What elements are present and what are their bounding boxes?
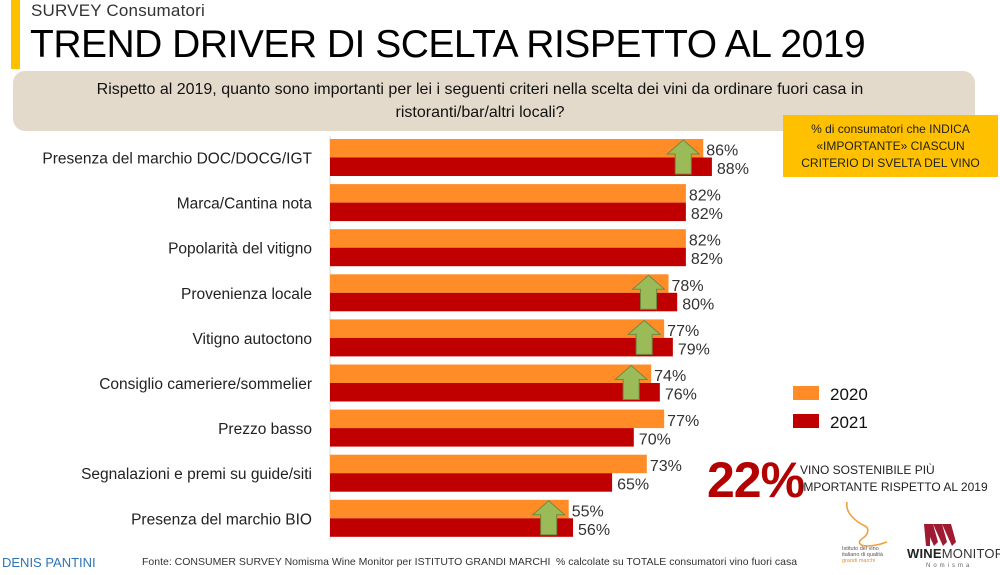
category-label: Vitigno autoctono — [192, 331, 312, 348]
value-label-2021: 80% — [682, 296, 714, 313]
winemonitor-subtitle: Nomisma — [926, 563, 973, 569]
category-label: Segnalazioni e premi su guide/siti — [81, 466, 312, 483]
increase-arrow-icon — [531, 500, 567, 536]
accent-bar — [11, 0, 20, 69]
bar-2020 — [330, 364, 652, 383]
highlight-line-1: VINO SOSTENIBILE PIÙ — [800, 463, 935, 477]
bar-2020 — [330, 274, 669, 293]
legend-label-2021: 2021 — [830, 413, 868, 432]
category-label: Presenza del marchio DOC/DOCG/IGT — [42, 151, 312, 168]
note-text: % di consumatori che INDICA «IMPORTANTE»… — [783, 121, 998, 172]
igm-logo-line-3: grandi marchi — [842, 558, 876, 564]
increase-arrow-icon — [613, 364, 649, 400]
value-label-2020: 86% — [706, 143, 738, 160]
bar-2020 — [330, 319, 665, 338]
bar-2021 — [330, 473, 613, 492]
category-label: Presenza del marchio BIO — [131, 511, 312, 528]
value-label-2020: 55% — [572, 503, 604, 520]
value-label-2021: 79% — [678, 341, 710, 358]
note-line-2: «IMPORTANTE» CIASCUN — [816, 139, 965, 153]
winemonitor-logo-text: WINEMONITOR — [907, 546, 1000, 561]
value-label-2021: 88% — [717, 161, 749, 178]
value-label-2020: 82% — [689, 188, 721, 205]
bar-2020 — [330, 499, 569, 519]
value-label-2021: 65% — [617, 477, 649, 494]
legend-swatch-2021 — [793, 414, 819, 428]
igm-logo-line-1: Istituto del vino — [842, 546, 879, 552]
category-label: Popolarità del vitigno — [168, 241, 312, 258]
value-label-2021: 76% — [665, 387, 697, 404]
bar-2020 — [330, 454, 647, 474]
note-box — [783, 115, 998, 177]
legend-label-2020: 2020 — [830, 385, 868, 404]
bar-2021 — [330, 157, 712, 176]
igm-logo-line-2: italiano di qualità — [842, 552, 883, 558]
bar-2020 — [330, 139, 704, 158]
page-title: TREND DRIVER DI SCELTA RISPETTO AL 2019 — [30, 23, 866, 66]
calc-note: % calcolate su TOTALE consumatori vino f… — [556, 556, 798, 568]
bar-2021 — [330, 428, 634, 447]
bars-group: Presenza del marchio DOC/DOCG/IGT 86%88% M… — [42, 139, 749, 539]
legend-swatch-2020 — [793, 386, 819, 400]
value-label-2021: 82% — [691, 206, 723, 223]
category-label: Provenienza locale — [181, 286, 312, 303]
question-text: Rispetto al 2019, quanto sono importanti… — [96, 81, 864, 121]
value-label-2020: 82% — [689, 233, 721, 250]
bar-2020 — [330, 184, 686, 203]
value-label-2021: 56% — [578, 522, 610, 539]
author-name: DENIS PANTINI — [2, 555, 96, 570]
bar-2021 — [330, 518, 574, 537]
value-label-2020: 77% — [667, 413, 699, 430]
value-label-2020: 73% — [650, 458, 682, 475]
igm-logo-icon — [846, 501, 888, 547]
category-label: Consiglio cameriere/sommelier — [99, 376, 312, 393]
highlight-value: 22% — [707, 452, 805, 508]
value-label-2020: 78% — [672, 278, 704, 295]
source-note: Fonte: CONSUMER SURVEY Nomisma Wine Moni… — [142, 556, 551, 568]
highlight-line-2: IMPORTANTE RISPETTO AL 2019 — [800, 480, 988, 494]
bar-2021 — [330, 247, 686, 267]
category-label: Prezzo basso — [218, 421, 312, 438]
bar-2021 — [330, 337, 673, 357]
value-label-2021: 70% — [639, 432, 671, 449]
bar-2021 — [330, 383, 660, 402]
winemonitor-logo-icon — [924, 524, 956, 546]
value-label-2020: 77% — [667, 323, 699, 340]
survey-label: SURVEY Consumatori — [31, 1, 205, 20]
increase-arrow-icon — [665, 139, 701, 175]
value-label-2020: 74% — [654, 368, 686, 385]
value-label-2021: 82% — [691, 251, 723, 268]
note-line-1: % di consumatori che INDICA — [811, 122, 970, 136]
wm-rest: MONITOR — [941, 546, 1000, 561]
increase-arrow-icon — [631, 274, 666, 310]
bar-2020 — [330, 409, 665, 429]
increase-arrow-icon — [626, 319, 662, 355]
note-line-3: CRITERIO DI SVELTA DEL VINO — [801, 156, 980, 170]
igm-logo-text: Istituto del vino italiano di qualità gr… — [842, 546, 883, 564]
wm-bold: WINE — [907, 546, 942, 561]
highlight-text: VINO SOSTENIBILE PIÙ IMPORTANTE RISPETTO… — [800, 462, 988, 496]
legend: 2020 2021 — [793, 385, 868, 432]
bar-2020 — [330, 229, 686, 248]
bar-2021 — [330, 202, 686, 222]
category-label: Marca/Cantina nota — [177, 196, 313, 213]
bar-2021 — [330, 292, 678, 312]
